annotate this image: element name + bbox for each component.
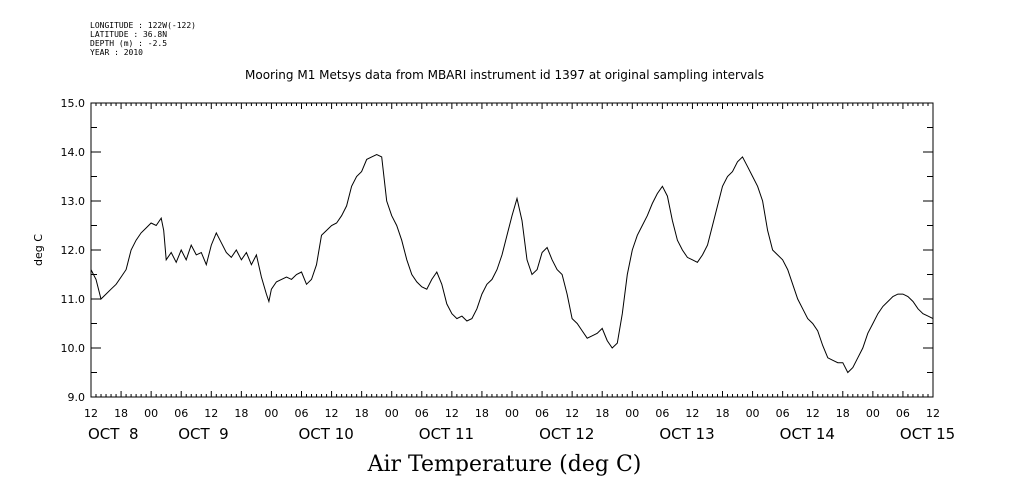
y-tick-label: 15.0 [61,97,86,110]
x-tick-label: 12 [685,407,699,420]
day-label: OCT 12 [539,425,594,443]
x-tick-label: 12 [84,407,98,420]
x-tick-label: 00 [385,407,399,420]
day-label: OCT 8 [88,425,139,443]
x-tick-label: 12 [565,407,579,420]
x-tick-label: 18 [355,407,369,420]
day-label: OCT 11 [419,425,474,443]
x-tick-label: 18 [716,407,730,420]
day-labels: OCT 8 OCT 9 OCT 10 OCT 11 OCT 12 OCT 13 OCT 14… [88,425,955,443]
metadata-longitude: LONGITUDE : 122W(-122) [90,21,196,30]
day-label: OCT 10 [299,425,354,443]
x-tick-label: 18 [836,407,850,420]
day-label: OCT 15 [900,425,955,443]
metadata-block: LONGITUDE : 122W(-122) LATITUDE : 36.8N … [90,21,196,57]
y-axis-label: deg C [32,234,45,266]
x-tick-label: 00 [746,407,760,420]
x-tick-label: 06 [776,407,790,420]
metadata-latitude: LATITUDE : 36.8N [90,30,168,39]
day-label: OCT 9 [178,425,229,443]
x-tick-label: 06 [174,407,188,420]
y-tick-label: 11.0 [61,293,86,306]
day-label: OCT 14 [780,425,835,443]
metadata-year: YEAR : 2010 [90,48,143,57]
x-tick-label: 00 [866,407,880,420]
y-tick-label: 10.0 [61,342,86,355]
x-tick-label: 12 [445,407,459,420]
x-axis-label: Air Temperature (deg C) [367,452,642,477]
metadata-depth: DEPTH (m) : -2.5 [90,39,168,48]
x-tick-label: 00 [264,407,278,420]
y-tick-label: 14.0 [61,146,86,159]
x-tick-label: 00 [505,407,519,420]
x-tick-label: 18 [114,407,128,420]
x-tick-label: 12 [806,407,820,420]
x-tick-label: 00 [625,407,639,420]
y-tick-label: 12.0 [61,244,86,257]
x-tick-label: 18 [595,407,609,420]
x-tick-label: 12 [325,407,339,420]
x-tick-label: 06 [535,407,549,420]
day-label: OCT 13 [659,425,714,443]
x-tick-label: 18 [475,407,489,420]
chart-title: Mooring M1 Metsys data from MBARI instru… [245,68,764,82]
x-tick-label: 18 [234,407,248,420]
y-tick-label: 13.0 [61,195,86,208]
y-tick-label: 9.0 [68,391,86,404]
x-tick-label: 12 [926,407,940,420]
y-tick-labels: 9.0 10.0 11.0 12.0 13.0 14.0 15.0 [61,97,86,404]
x-tick-label: 06 [896,407,910,420]
x-tick-labels: 12 18 00 06 12 18 00 06 12 18 00 06 12 18 00 06 12 18 00 06… [84,407,940,420]
x-tick-label: 00 [144,407,158,420]
plot-frame [90,102,934,398]
x-tick-label: 12 [204,407,218,420]
x-tick-label: 06 [295,407,309,420]
axis-ticks [90,102,934,398]
series-line [90,153,934,374]
x-tick-label: 06 [415,407,429,420]
x-tick-label: 06 [655,407,669,420]
